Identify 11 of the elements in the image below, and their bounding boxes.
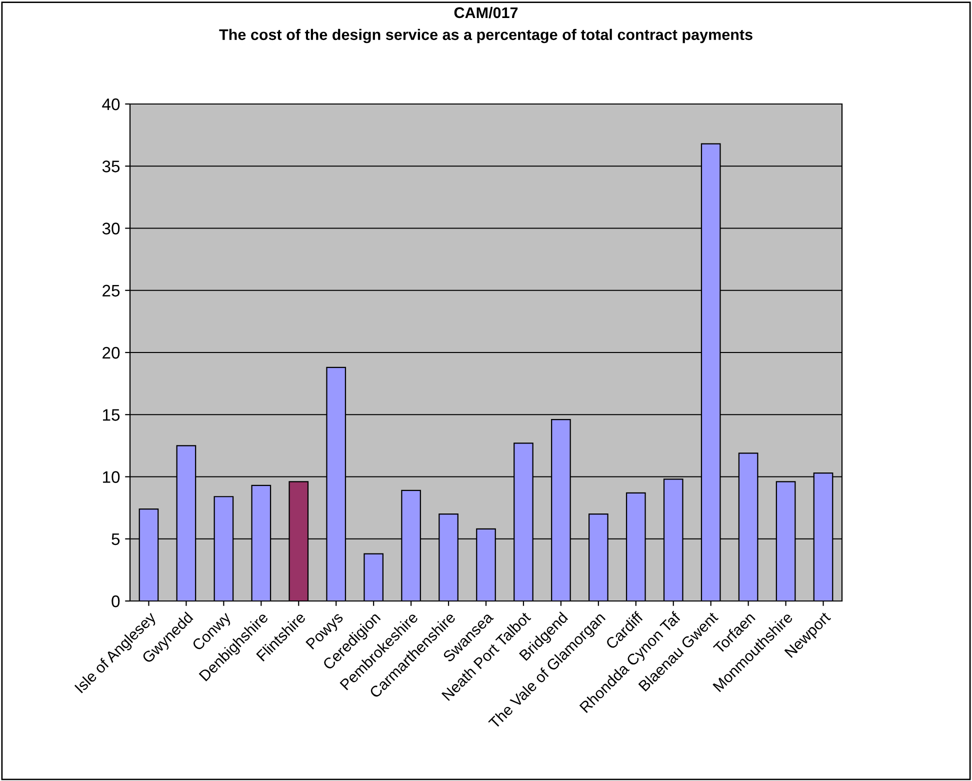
chart-title: CAM/017 xyxy=(454,6,518,18)
y-tick-label: 25 xyxy=(102,284,120,297)
chart-subtitle: The cost of the design service as a percentage of total contract payments xyxy=(219,28,752,44)
y-tick-label: 30 xyxy=(102,222,120,234)
y-tick-label: 40 xyxy=(102,98,120,110)
y-tick-label: 15 xyxy=(103,409,120,421)
y-tick-label: 0 xyxy=(112,595,120,608)
y-tick-label: 10 xyxy=(103,471,120,483)
y-tick-label: 5 xyxy=(112,533,120,546)
y-tick-label: 35 xyxy=(102,160,120,172)
y-tick-label: 20 xyxy=(102,346,120,359)
